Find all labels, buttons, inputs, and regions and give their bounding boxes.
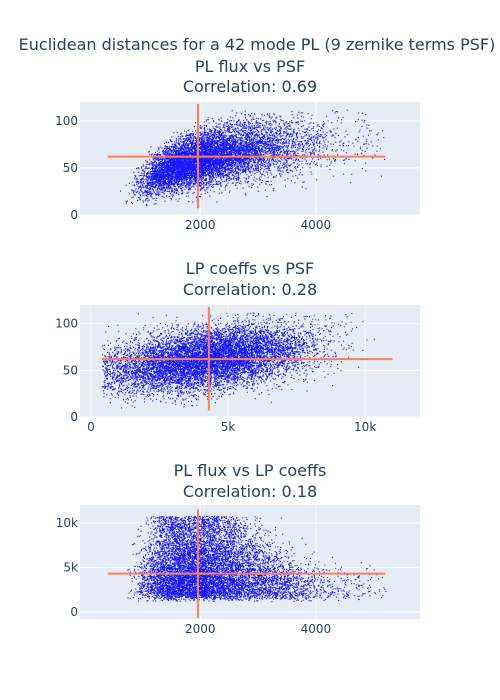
y-tick-label: 50 — [63, 363, 78, 377]
y-tick-label: 0 — [70, 208, 78, 222]
scatter-points — [120, 109, 386, 207]
y-tick-label: 50 — [63, 161, 78, 175]
subplot-3: PL flux vs LP coeffs Correlation: 0.18 0 5k… — [56, 461, 420, 636]
subplot-2: LP coeffs vs PSF Correlation: 0.28 0 50 100 0… — [55, 259, 420, 434]
y-tick-label: 0 — [70, 605, 78, 619]
y-tick-label: 100 — [55, 317, 78, 331]
x-tick-label: 0 — [87, 420, 95, 434]
y-tick-label: 10k — [56, 516, 78, 530]
x-tick-label: 2000 — [185, 622, 216, 636]
subplot-title: PL flux vs LP coeffs — [174, 461, 327, 480]
subplot-subtitle: Correlation: 0.69 — [183, 77, 317, 96]
figure-title: Euclidean distances for a 42 mode PL (9 … — [19, 35, 496, 54]
scatter-points — [101, 312, 376, 409]
subplot-subtitle: Correlation: 0.28 — [183, 280, 317, 299]
scatter-points — [127, 515, 387, 603]
x-tick-label: 5k — [221, 420, 236, 434]
subplot-subtitle: Correlation: 0.18 — [183, 482, 317, 501]
plot-area — [80, 505, 420, 619]
subplot-title: PL flux vs PSF — [195, 57, 305, 76]
y-tick-label: 5k — [63, 560, 78, 574]
y-tick-label: 0 — [70, 410, 78, 424]
x-tick-label: 4000 — [301, 218, 332, 232]
y-tick-label: 100 — [55, 114, 78, 128]
subplot-title: LP coeffs vs PSF — [186, 259, 314, 278]
x-tick-label: 4000 — [301, 622, 332, 636]
x-tick-label: 10k — [354, 420, 376, 434]
x-tick-label: 2000 — [185, 218, 216, 232]
